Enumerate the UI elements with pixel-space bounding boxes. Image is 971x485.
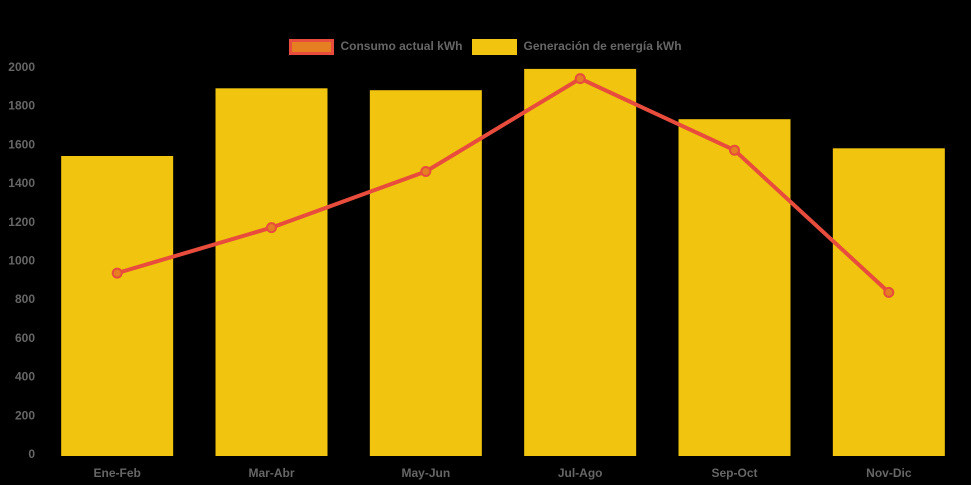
y-tick-label: 200: [15, 408, 35, 422]
x-tick-label: Jul-Ago: [558, 466, 603, 480]
y-tick-label: 0: [28, 447, 35, 461]
legend-label: Consumo actual kWh: [340, 39, 463, 53]
y-tick-label: 800: [15, 292, 35, 306]
legend-label: Generación de energía kWh: [523, 39, 682, 53]
bar-sep-oct: [678, 119, 791, 456]
legend-swatch-consumo-actual-kwh: [289, 38, 335, 55]
x-tick-label: May-Jun: [401, 466, 450, 480]
legend-item-consumo-actual-kwh[interactable]: Consumo actual kWh: [289, 38, 462, 55]
bar-may-jun: [369, 90, 482, 456]
y-tick-label: 2000: [8, 60, 35, 74]
y-tick-label: 1400: [8, 176, 35, 190]
consumption-line: [115, 76, 891, 295]
y-tick-label: 1000: [8, 254, 35, 268]
x-tick-label: Sep-Oct: [711, 466, 757, 480]
bar-jul-ago: [524, 68, 637, 457]
legend-item-generaci-n-de-energ-a-kwh[interactable]: Generación de energía kWh: [472, 38, 682, 55]
y-tick-label: 600: [15, 331, 35, 345]
bar-mar-abr: [215, 88, 328, 457]
x-tick-label: Mar-Abr: [248, 466, 294, 480]
bar-nov-dic: [832, 148, 945, 457]
y-tick-label: 1200: [8, 215, 35, 229]
y-tick-label: 1600: [8, 137, 35, 151]
chart-legend: Consumo actual kWh Generación de energía …: [0, 38, 971, 55]
line-point-ene-feb: [111, 267, 123, 279]
x-tick-label: Ene-Feb: [93, 466, 140, 480]
line-point-mar-abr: [266, 222, 277, 234]
x-tick-label: Nov-Dic: [866, 466, 912, 480]
line-point-may-jun: [420, 166, 432, 177]
line-point-nov-dic: [883, 286, 895, 298]
line-point-jul-ago: [574, 73, 586, 85]
legend-swatch-generaci-n-de-energ-a-kwh: [472, 38, 518, 55]
bar-ene-feb: [61, 156, 174, 456]
line-point-sep-oct: [729, 144, 740, 156]
y-tick-label: 1800: [8, 99, 35, 113]
y-tick-label: 400: [15, 370, 35, 384]
